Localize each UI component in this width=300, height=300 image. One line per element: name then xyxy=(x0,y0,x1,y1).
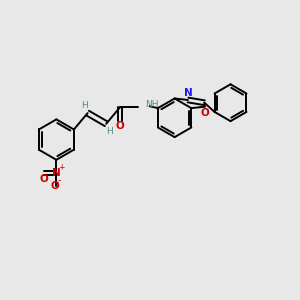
Text: -: - xyxy=(58,175,61,185)
Text: N: N xyxy=(52,168,61,178)
Text: O: O xyxy=(200,108,209,118)
Text: +: + xyxy=(58,163,64,172)
Text: N: N xyxy=(184,88,192,98)
Text: O: O xyxy=(40,173,48,184)
Text: H: H xyxy=(106,127,112,136)
Text: H: H xyxy=(81,101,88,110)
Text: O: O xyxy=(50,181,59,191)
Text: NH: NH xyxy=(145,100,158,109)
Text: O: O xyxy=(116,121,124,131)
